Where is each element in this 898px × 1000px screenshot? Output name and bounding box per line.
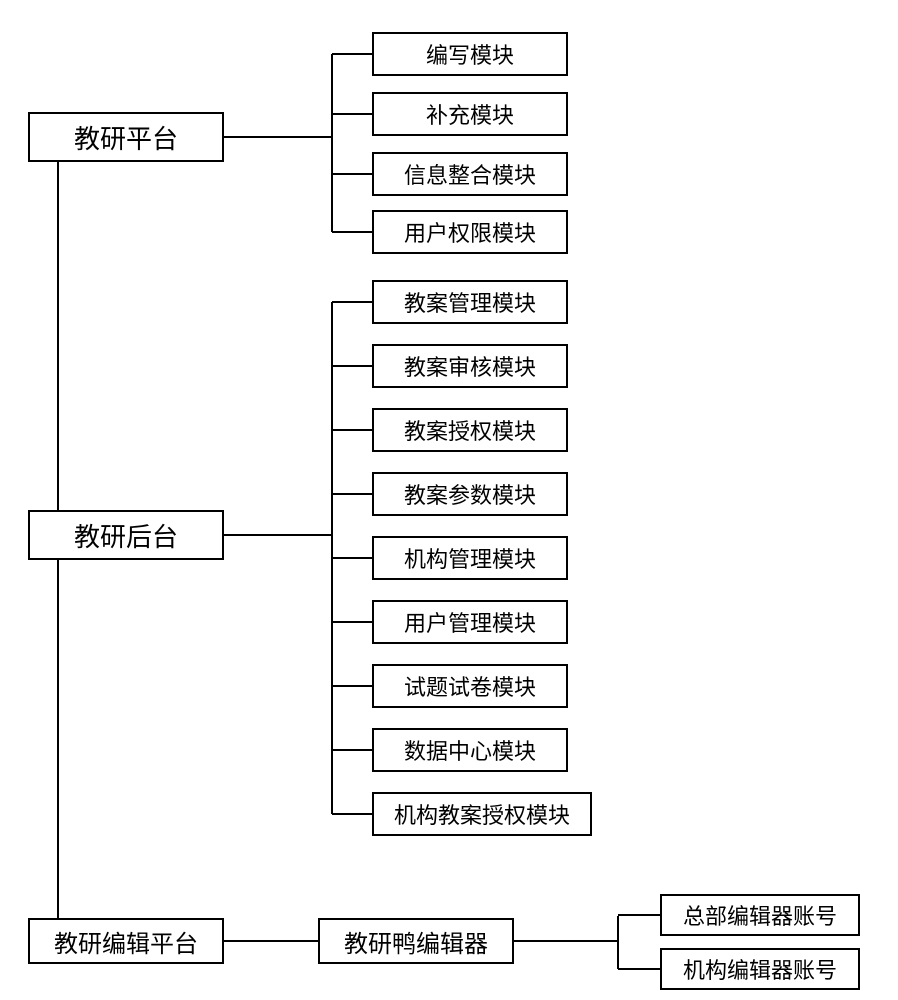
hq-editor-account-label: 总部编辑器账号 — [683, 899, 837, 931]
plan-param-module-label: 教案参数模块 — [404, 478, 536, 510]
org-manage-module-label: 机构管理模块 — [404, 542, 536, 574]
duck-editor: 教研鸭编辑器 — [318, 918, 514, 964]
plan-manage-module-label: 教案管理模块 — [404, 286, 536, 318]
platform: 教研平台 — [28, 112, 224, 162]
org-editor-account: 机构编辑器账号 — [660, 948, 860, 990]
exam-paper-module-label: 试题试卷模块 — [404, 670, 536, 702]
org-plan-auth-module: 机构教案授权模块 — [372, 792, 592, 836]
compose-module-label: 编写模块 — [426, 38, 514, 70]
supplement-module: 补充模块 — [372, 92, 568, 136]
backend-label: 教研后台 — [74, 517, 178, 554]
org-plan-auth-module-label: 机构教案授权模块 — [394, 798, 570, 830]
duck-editor-label: 教研鸭编辑器 — [344, 924, 488, 959]
plan-param-module: 教案参数模块 — [372, 472, 568, 516]
edit-platform: 教研编辑平台 — [28, 918, 224, 964]
compose-module: 编写模块 — [372, 32, 568, 76]
info-integration-module: 信息整合模块 — [372, 152, 568, 196]
hq-editor-account: 总部编辑器账号 — [660, 894, 860, 936]
backend: 教研后台 — [28, 510, 224, 560]
supplement-module-label: 补充模块 — [426, 98, 514, 130]
org-editor-account-label: 机构编辑器账号 — [683, 953, 837, 985]
user-manage-module: 用户管理模块 — [372, 600, 568, 644]
data-center-module: 数据中心模块 — [372, 728, 568, 772]
data-center-module-label: 数据中心模块 — [404, 734, 536, 766]
user-manage-module-label: 用户管理模块 — [404, 606, 536, 638]
plan-review-module-label: 教案审核模块 — [404, 350, 536, 382]
plan-auth-module: 教案授权模块 — [372, 408, 568, 452]
org-manage-module: 机构管理模块 — [372, 536, 568, 580]
platform-label: 教研平台 — [74, 119, 178, 156]
plan-auth-module-label: 教案授权模块 — [404, 414, 536, 446]
plan-review-module: 教案审核模块 — [372, 344, 568, 388]
user-permission-module: 用户权限模块 — [372, 210, 568, 254]
plan-manage-module: 教案管理模块 — [372, 280, 568, 324]
edit-platform-label: 教研编辑平台 — [54, 924, 198, 959]
info-integration-module-label: 信息整合模块 — [404, 158, 536, 190]
exam-paper-module: 试题试卷模块 — [372, 664, 568, 708]
user-permission-module-label: 用户权限模块 — [404, 216, 536, 248]
